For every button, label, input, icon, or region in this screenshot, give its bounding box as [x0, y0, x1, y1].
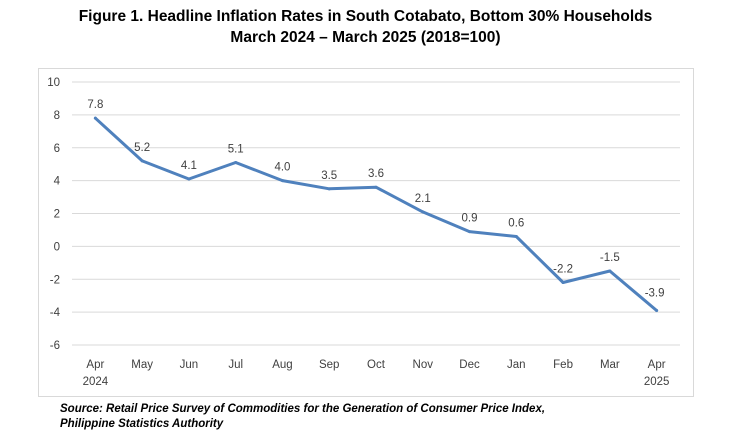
- y-tick-label: 0: [54, 241, 60, 253]
- chart-frame: [38, 68, 694, 397]
- data-point: [234, 161, 238, 165]
- data-point: [468, 230, 472, 234]
- chart-subtitle: March 2024 – March 2025 (2018=100): [230, 29, 501, 46]
- y-tick-label: 4: [54, 176, 61, 188]
- x-tick-year-label: 2025: [644, 376, 670, 388]
- x-tick-label: Oct: [367, 359, 386, 371]
- x-tick-label: Nov: [413, 359, 434, 371]
- y-tick-label: 10: [47, 77, 60, 89]
- data-point: [327, 187, 331, 191]
- x-tick-label: Apr: [648, 359, 666, 371]
- data-label: 5.1: [228, 144, 244, 156]
- data-label: 3.5: [321, 170, 337, 182]
- y-tick-label: 2: [54, 209, 60, 221]
- data-label: 5.2: [134, 142, 150, 154]
- source-line-2: Philippine Statistics Authority: [60, 418, 224, 430]
- data-point: [374, 185, 378, 189]
- y-tick-label: -4: [50, 307, 61, 319]
- data-label: -3.9: [645, 287, 665, 299]
- data-point: [561, 281, 565, 285]
- chart-title: Figure 1. Headline Inflation Rates in So…: [78, 8, 653, 25]
- source-note: Source: Retail Price Survey of Commoditi…: [60, 402, 545, 432]
- y-tick-label: 6: [54, 143, 60, 155]
- data-point: [655, 308, 659, 312]
- data-label: 2.1: [415, 193, 431, 205]
- data-label: 7.8: [87, 99, 103, 111]
- x-tick-label: Dec: [459, 359, 480, 371]
- data-label: -1.5: [600, 252, 620, 264]
- data-label: -2.2: [553, 264, 573, 276]
- data-point: [93, 116, 97, 120]
- x-tick-label: Sep: [319, 359, 339, 371]
- data-label: 4.1: [181, 160, 197, 172]
- x-tick-label: Jul: [228, 359, 243, 371]
- x-tick-year-label: 2024: [83, 376, 109, 388]
- data-point: [514, 235, 518, 239]
- source-line-1: Source: Retail Price Survey of Commoditi…: [60, 403, 546, 415]
- x-tick-label: Mar: [600, 359, 620, 371]
- data-point: [421, 210, 425, 214]
- data-point: [608, 269, 612, 273]
- x-tick-label: Aug: [272, 359, 292, 371]
- x-tick-label: Jun: [180, 359, 199, 371]
- series-line: [93, 116, 659, 312]
- x-tick-label: Apr: [86, 359, 104, 371]
- data-label: 4.0: [274, 162, 290, 174]
- data-label: 0.6: [508, 218, 524, 230]
- y-tick-label: -6: [50, 340, 60, 352]
- x-tick-label: May: [131, 359, 153, 371]
- y-tick-label: -2: [50, 274, 60, 286]
- x-tick-label: Feb: [553, 359, 573, 371]
- data-point: [187, 177, 191, 181]
- data-label: 3.6: [368, 168, 384, 180]
- data-point: [140, 159, 144, 163]
- data-point: [280, 179, 284, 183]
- data-label: 0.9: [462, 213, 478, 225]
- x-tick-label: Jan: [507, 359, 526, 371]
- y-tick-label: 8: [54, 110, 60, 122]
